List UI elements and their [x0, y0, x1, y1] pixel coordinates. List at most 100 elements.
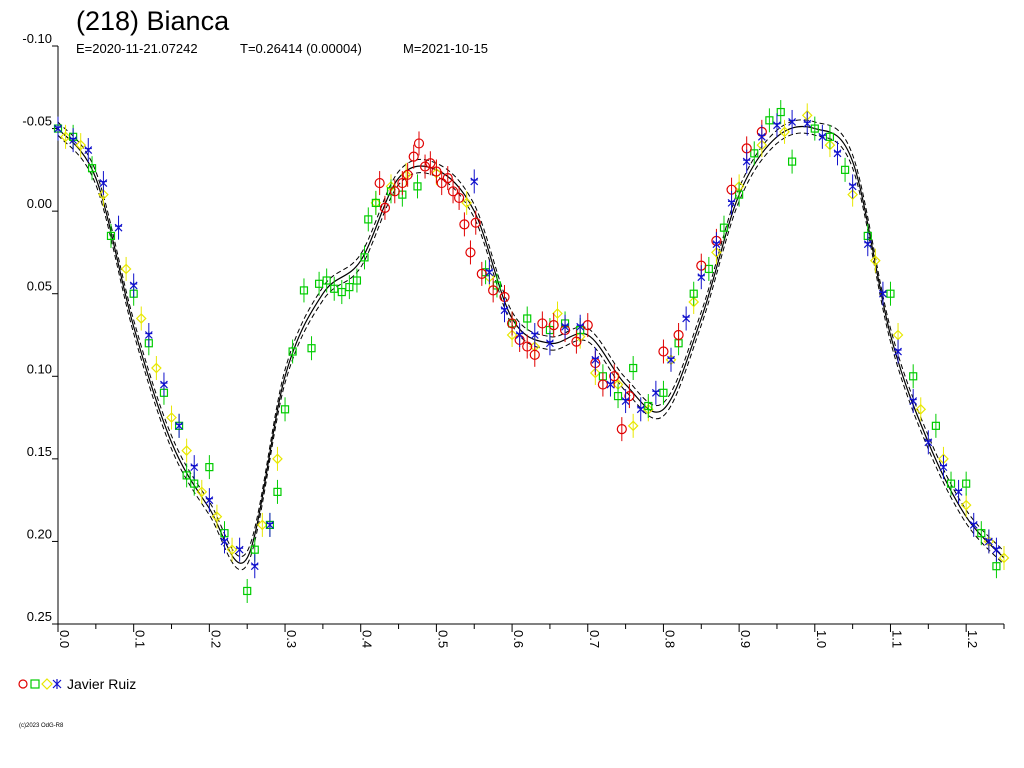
square-marker: [273, 487, 282, 496]
data-point-square: [322, 268, 331, 293]
star-marker: [621, 397, 630, 405]
data-point-star: [984, 529, 993, 554]
diamond-marker: [756, 139, 768, 151]
square-marker: [371, 198, 380, 207]
data-point-circle: [419, 154, 431, 179]
circle-marker: [529, 349, 540, 360]
legend: Javier Ruiz: [18, 676, 136, 692]
x-tick-label: 0.6: [511, 630, 526, 648]
diamond-marker: [960, 499, 972, 511]
x-tick-label: 0.0: [57, 630, 72, 648]
square-marker: [182, 471, 191, 480]
data-point-diamond: [166, 405, 177, 430]
diamond-marker: [60, 131, 71, 143]
data-point-square: [765, 108, 774, 133]
circle-marker: [379, 202, 391, 213]
data-point-diamond: [627, 413, 639, 438]
star-marker: [561, 322, 569, 331]
data-point-diamond: [272, 446, 283, 471]
data-point-star: [144, 323, 153, 347]
data-point-star: [697, 265, 706, 290]
data-point-diamond: [135, 306, 147, 331]
star-marker: [636, 405, 645, 414]
data-point-star: [545, 331, 554, 356]
data-point-star: [160, 372, 168, 397]
diamond-marker: [135, 313, 147, 324]
data-point-star: [621, 389, 630, 414]
star-marker: [863, 240, 872, 249]
star-marker: [160, 380, 168, 389]
data-point-square: [750, 141, 759, 166]
diamond-marker: [75, 139, 87, 151]
data-point-diamond: [960, 493, 972, 518]
circle-marker: [389, 186, 400, 197]
data-point-star: [515, 323, 524, 347]
y-tick-label: 0.15: [27, 444, 52, 459]
star-marker: [485, 268, 494, 277]
data-point-star: [969, 512, 978, 537]
star-marker: [84, 146, 93, 154]
data-point-circle: [425, 151, 436, 176]
data-point-star: [99, 171, 108, 196]
star-marker: [833, 149, 842, 158]
data-point-circle: [506, 311, 518, 336]
circle-marker: [476, 268, 487, 279]
data-point-square: [810, 116, 819, 141]
diamond-marker: [211, 511, 223, 523]
legend-diamond-marker: [41, 678, 53, 690]
diamond-marker: [506, 329, 518, 341]
data-point-square: [787, 149, 797, 174]
x-tick-label: 0.4: [360, 630, 375, 648]
star-marker: [894, 347, 902, 356]
data-point-diamond: [256, 512, 268, 537]
data-point-circle: [488, 278, 499, 303]
circle-marker: [374, 177, 385, 189]
data-point-circle: [431, 159, 442, 184]
star-marker: [727, 198, 736, 207]
circle-marker: [397, 177, 408, 189]
y-tick-label: -0.05: [22, 114, 52, 129]
star-marker: [530, 331, 539, 339]
data-point-star: [129, 273, 138, 298]
y-tick-label: 0.00: [27, 196, 52, 211]
data-point-star: [205, 488, 214, 513]
star-marker: [878, 289, 887, 298]
data-point-square: [909, 364, 918, 389]
data-point-diamond: [75, 133, 87, 158]
star-marker: [682, 314, 691, 323]
star-marker: [788, 118, 797, 126]
data-point-square: [337, 280, 346, 305]
star-marker: [773, 121, 781, 130]
square-marker: [345, 283, 354, 292]
star-marker: [129, 281, 138, 290]
circle-marker: [571, 336, 582, 347]
data-point-square: [704, 256, 713, 281]
data-point-star: [265, 512, 274, 537]
data-point-circle: [624, 384, 635, 409]
square-marker: [322, 276, 331, 285]
x-tick-label: 0.5: [435, 630, 450, 648]
x-tick-label: 1.2: [965, 630, 980, 648]
x-tick-label: 1.1: [889, 630, 904, 648]
diamond-marker: [272, 453, 283, 465]
circle-marker: [442, 173, 453, 184]
star-marker: [54, 124, 62, 133]
diamond-marker: [589, 367, 601, 379]
data-point-square: [243, 578, 252, 603]
y-tick-label: 0.10: [27, 361, 52, 376]
data-point-star: [682, 306, 691, 331]
data-point-circle: [537, 311, 548, 336]
legend-star-marker: [52, 679, 62, 689]
data-point-circle: [609, 364, 620, 389]
star-marker: [909, 397, 918, 405]
data-point-diamond: [60, 124, 71, 149]
circle-marker: [624, 391, 635, 402]
data-point-star: [470, 169, 479, 194]
data-point-star: [788, 109, 797, 134]
diamond-marker: [779, 126, 790, 138]
data-point-star: [667, 347, 675, 372]
x-tick-label: 0.9: [738, 630, 753, 648]
star-marker: [939, 463, 948, 472]
diamond-marker: [847, 189, 858, 200]
square-marker: [840, 165, 850, 174]
